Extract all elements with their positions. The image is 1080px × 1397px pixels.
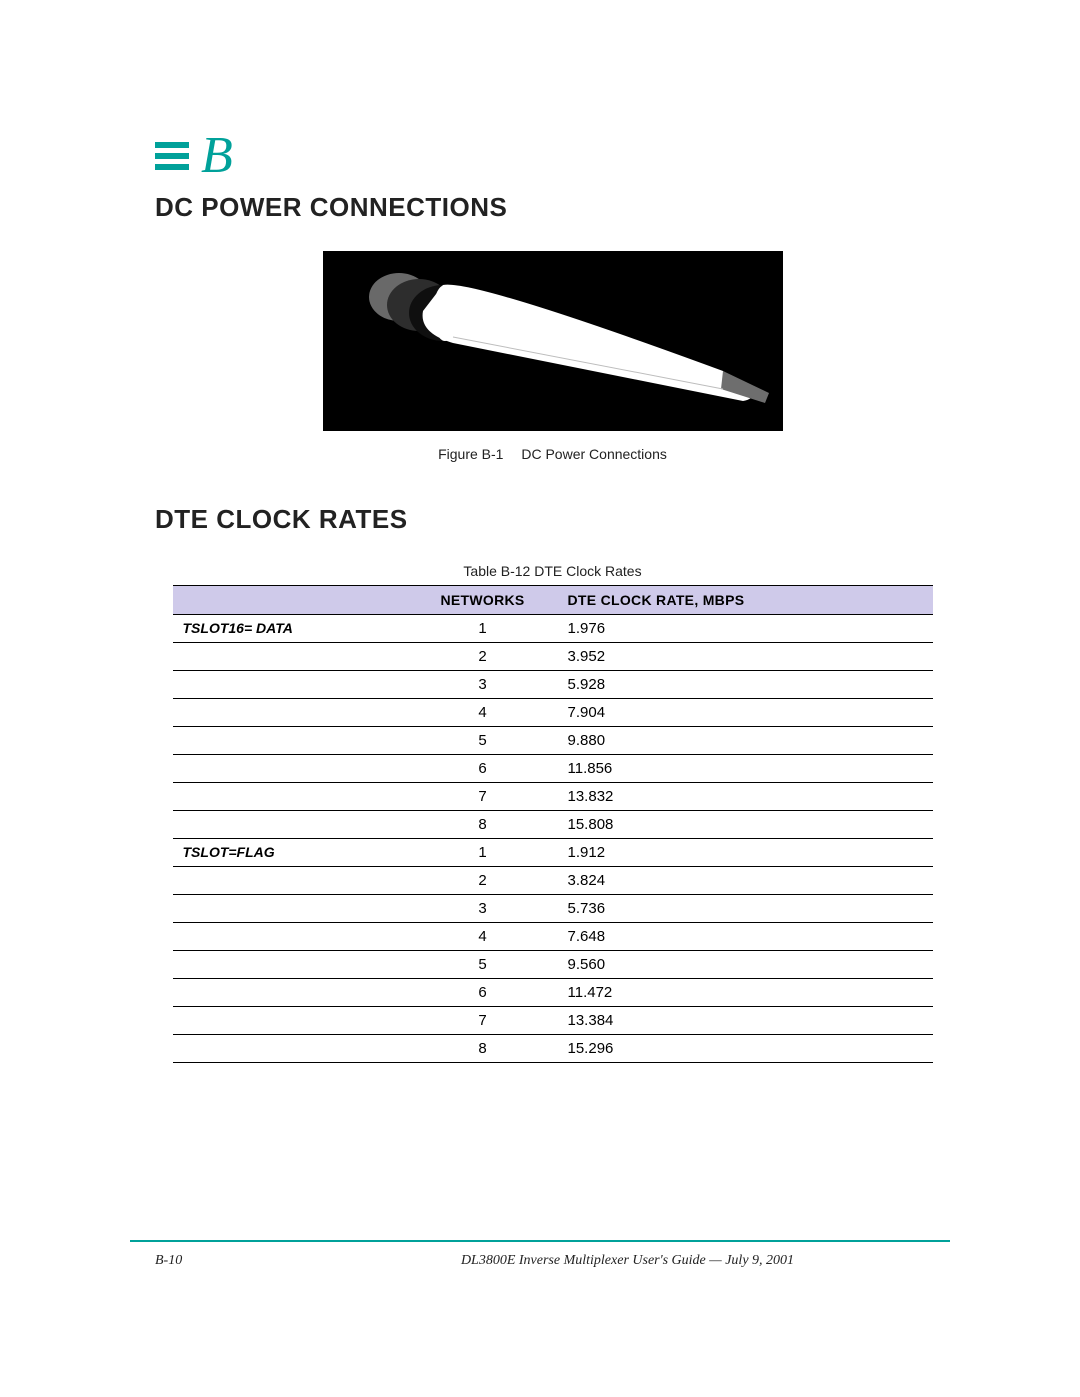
cell-group <box>173 643 408 671</box>
cell-rate: 5.928 <box>558 671 933 699</box>
appendix-mark: B <box>155 130 950 182</box>
figure-caption-text: DC Power Connections <box>521 446 667 462</box>
cell-group <box>173 895 408 923</box>
cell-network: 8 <box>408 811 558 839</box>
appendix-bars-icon <box>155 142 189 170</box>
cell-network: 7 <box>408 1007 558 1035</box>
cell-network: 8 <box>408 1035 558 1063</box>
section-title-dc-power: DC POWER CONNECTIONS <box>155 192 950 223</box>
cell-rate: 5.736 <box>558 895 933 923</box>
figure-label: Figure B-1 <box>438 446 503 462</box>
cell-group <box>173 671 408 699</box>
table-row: 23.952 <box>173 643 933 671</box>
cell-group: TSLOT16= DATA <box>173 615 408 643</box>
cell-rate: 3.824 <box>558 867 933 895</box>
table-row: 611.856 <box>173 755 933 783</box>
table-row: 59.560 <box>173 951 933 979</box>
table-row: 611.472 <box>173 979 933 1007</box>
cell-rate: 9.560 <box>558 951 933 979</box>
cell-group <box>173 699 408 727</box>
table-row: 815.296 <box>173 1035 933 1063</box>
table-caption: Table B-12 DTE Clock Rates <box>155 563 950 579</box>
col-header-group <box>173 586 408 615</box>
cell-group <box>173 783 408 811</box>
cell-group <box>173 727 408 755</box>
cell-group <box>173 923 408 951</box>
page-body: B DC POWER CONNECTIONS Figure <box>0 0 1080 1063</box>
cell-network: 3 <box>408 671 558 699</box>
appendix-letter: B <box>201 130 233 182</box>
cell-rate: 9.880 <box>558 727 933 755</box>
col-header-rate: DTE CLOCK RATE, MBPS <box>558 586 933 615</box>
power-connector-icon <box>323 251 783 431</box>
cell-network: 5 <box>408 951 558 979</box>
footer-doc-title: DL3800E Inverse Multiplexer User's Guide… <box>305 1253 950 1269</box>
cell-rate: 13.832 <box>558 783 933 811</box>
table-row: 23.824 <box>173 867 933 895</box>
cell-network: 2 <box>408 867 558 895</box>
cell-network: 6 <box>408 755 558 783</box>
cell-network: 4 <box>408 699 558 727</box>
cell-network: 6 <box>408 979 558 1007</box>
table-row: TSLOT16= DATA11.976 <box>173 615 933 643</box>
cell-group <box>173 755 408 783</box>
cell-network: 1 <box>408 615 558 643</box>
table-row: 35.736 <box>173 895 933 923</box>
cell-group <box>173 1007 408 1035</box>
cell-group <box>173 979 408 1007</box>
table-row: 47.904 <box>173 699 933 727</box>
table-header: NETWORKS DTE CLOCK RATE, MBPS <box>173 586 933 615</box>
page-footer: B-10 DL3800E Inverse Multiplexer User's … <box>155 1253 950 1269</box>
col-header-networks: NETWORKS <box>408 586 558 615</box>
table-body: TSLOT16= DATA11.97623.95235.92847.90459.… <box>173 615 933 1063</box>
section-title-dte-clock: DTE CLOCK RATES <box>155 504 950 535</box>
cell-rate: 11.856 <box>558 755 933 783</box>
table-row: 35.928 <box>173 671 933 699</box>
table-row: 47.648 <box>173 923 933 951</box>
cell-rate: 15.808 <box>558 811 933 839</box>
cell-rate: 1.976 <box>558 615 933 643</box>
cell-rate: 7.904 <box>558 699 933 727</box>
table-row: 815.808 <box>173 811 933 839</box>
cell-rate: 7.648 <box>558 923 933 951</box>
cell-rate: 1.912 <box>558 839 933 867</box>
cell-group <box>173 867 408 895</box>
cell-network: 7 <box>408 783 558 811</box>
cell-network: 3 <box>408 895 558 923</box>
cell-network: 1 <box>408 839 558 867</box>
cell-network: 2 <box>408 643 558 671</box>
cell-group <box>173 951 408 979</box>
figure-dc-power: Figure B-1 DC Power Connections <box>155 251 950 462</box>
cell-group: TSLOT=FLAG <box>173 839 408 867</box>
cell-group <box>173 811 408 839</box>
cell-network: 4 <box>408 923 558 951</box>
figure-caption: Figure B-1 DC Power Connections <box>155 446 950 462</box>
table-row: TSLOT=FLAG11.912 <box>173 839 933 867</box>
footer-page-number: B-10 <box>155 1253 305 1269</box>
cell-rate: 11.472 <box>558 979 933 1007</box>
cell-rate: 15.296 <box>558 1035 933 1063</box>
cell-network: 5 <box>408 727 558 755</box>
figure-image <box>323 251 783 431</box>
table-row: 713.384 <box>173 1007 933 1035</box>
cell-rate: 3.952 <box>558 643 933 671</box>
footer-rule <box>130 1240 950 1242</box>
cell-rate: 13.384 <box>558 1007 933 1035</box>
dte-clock-rates-table: NETWORKS DTE CLOCK RATE, MBPS TSLOT16= D… <box>173 585 933 1063</box>
table-row: 713.832 <box>173 783 933 811</box>
table-row: 59.880 <box>173 727 933 755</box>
cell-group <box>173 1035 408 1063</box>
